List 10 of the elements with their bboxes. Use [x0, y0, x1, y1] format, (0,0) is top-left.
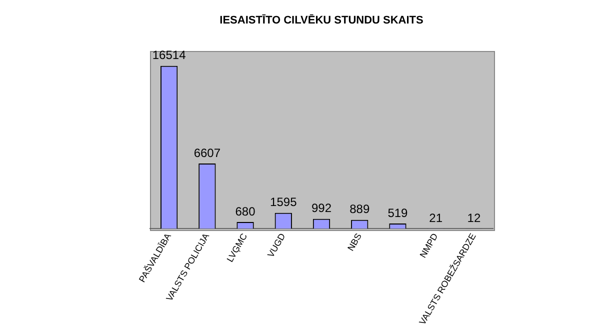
- data-label: 889: [350, 202, 370, 216]
- data-label: 6607: [194, 146, 221, 160]
- data-label: 992: [311, 201, 332, 216]
- data-label: 1595: [270, 195, 298, 210]
- data-label: 21: [429, 210, 443, 225]
- data-label: 519: [388, 206, 408, 220]
- data-label: 16514: [152, 48, 186, 62]
- chart-title: IESAISTĪTO CILVĒKU STUNDU SKAITS: [220, 14, 424, 27]
- data-label: 12: [467, 210, 481, 225]
- data-label: 680: [235, 204, 256, 218]
